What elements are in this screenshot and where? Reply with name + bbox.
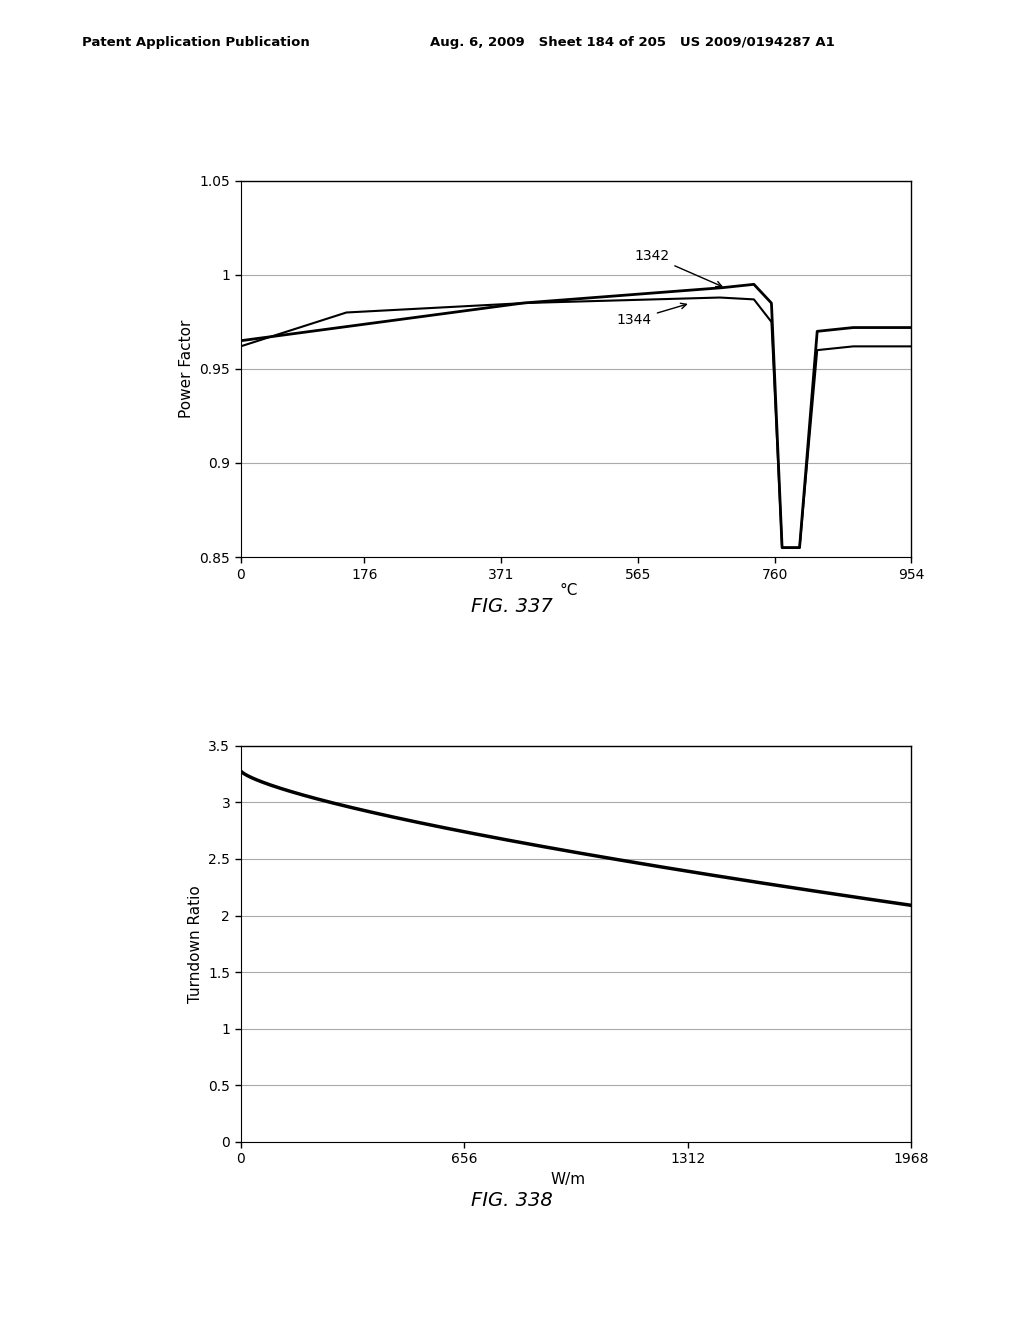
Text: W/m: W/m xyxy=(551,1172,586,1187)
Y-axis label: Power Factor: Power Factor xyxy=(179,319,194,418)
Text: °C: °C xyxy=(559,583,578,598)
Text: 1344: 1344 xyxy=(616,304,686,327)
Text: FIG. 337: FIG. 337 xyxy=(471,597,553,615)
Text: 1342: 1342 xyxy=(634,249,722,286)
Text: FIG. 338: FIG. 338 xyxy=(471,1191,553,1209)
Text: Patent Application Publication: Patent Application Publication xyxy=(82,36,309,49)
Text: Aug. 6, 2009   Sheet 184 of 205   US 2009/0194287 A1: Aug. 6, 2009 Sheet 184 of 205 US 2009/01… xyxy=(430,36,835,49)
Y-axis label: Turndown Ratio: Turndown Ratio xyxy=(187,884,203,1003)
